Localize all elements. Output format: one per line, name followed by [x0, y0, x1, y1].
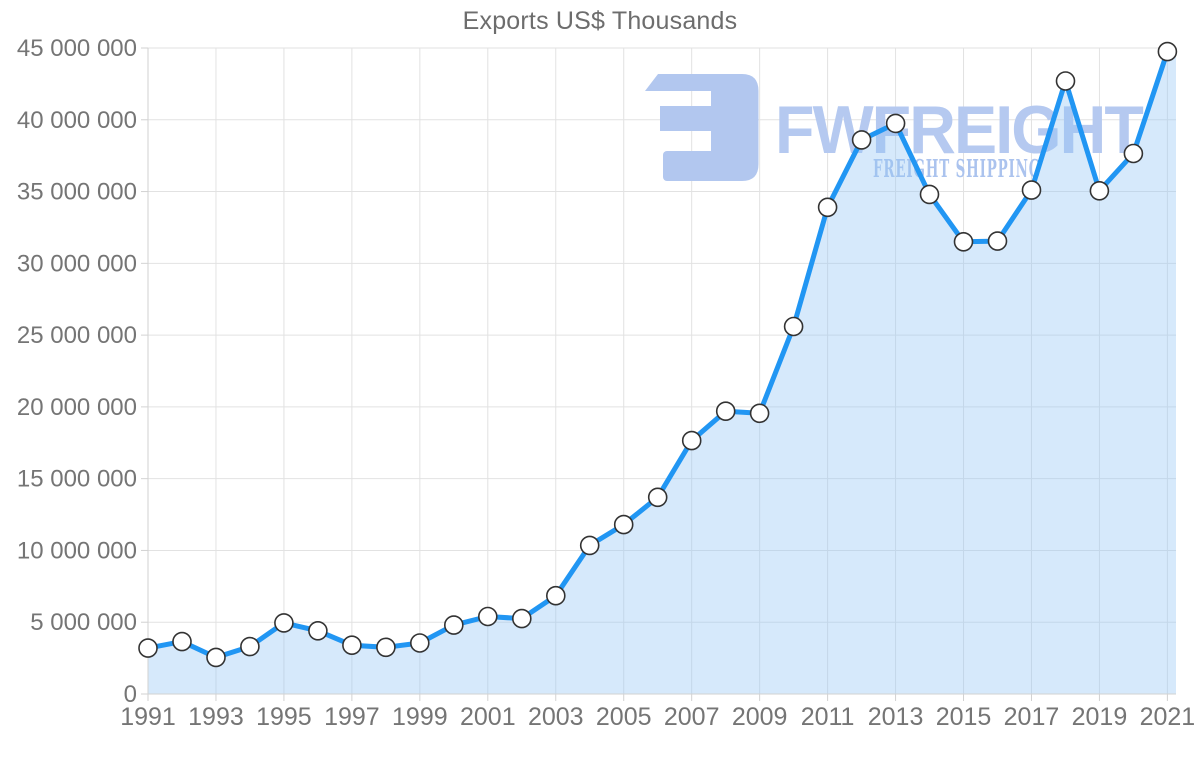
y-axis-label: 25 000 000	[17, 322, 137, 349]
x-axis-label: 2015	[936, 703, 992, 731]
x-axis-label: 2009	[732, 703, 788, 731]
x-axis-label: 1999	[392, 703, 448, 731]
y-axis-label: 40 000 000	[17, 107, 137, 134]
data-point-marker[interactable]	[783, 316, 804, 337]
data-point-marker[interactable]	[477, 606, 498, 627]
watermark-brand-text: FWFREIGHT	[775, 92, 1143, 168]
data-point-marker[interactable]	[1123, 143, 1144, 164]
logo-icon-shape	[660, 106, 715, 131]
data-point-marker[interactable]	[240, 636, 260, 657]
data-point-marker[interactable]	[749, 403, 770, 424]
data-point-marker[interactable]	[885, 113, 906, 134]
x-axis-label: 2007	[664, 703, 720, 731]
watermark-tagline-text: FREIGHT SHIPPING	[873, 154, 1041, 183]
data-point-marker[interactable]	[681, 430, 702, 451]
y-axis-label: 15 000 000	[17, 466, 137, 493]
x-axis-label: 2021	[1140, 703, 1196, 731]
data-point-marker[interactable]	[715, 401, 736, 422]
data-point-marker[interactable]	[851, 130, 872, 150]
data-point-marker[interactable]	[613, 514, 634, 535]
data-point-marker[interactable]	[172, 631, 192, 652]
logo-icon-shape	[663, 151, 719, 181]
data-point-marker[interactable]	[138, 638, 158, 658]
data-point-marker[interactable]	[443, 615, 464, 635]
y-axis-label: 45 000 000	[17, 35, 137, 62]
data-point-marker[interactable]	[919, 184, 940, 205]
chart-title: Exports US$ Thousands	[462, 7, 738, 35]
x-axis-label: 2011	[801, 703, 855, 731]
data-point-marker[interactable]	[579, 535, 600, 556]
y-axis-label: 20 000 000	[17, 394, 137, 421]
x-axis-label: 1991	[120, 703, 176, 731]
logo-icon-shape	[645, 74, 717, 91]
data-point-marker[interactable]	[1021, 180, 1042, 200]
logo-icon-shape	[711, 74, 759, 181]
x-axis-label: 2019	[1072, 703, 1128, 731]
series-area-fill	[148, 51, 1176, 695]
data-point-marker[interactable]	[953, 232, 974, 252]
x-axis-label: 1993	[188, 703, 244, 731]
data-point-marker[interactable]	[1157, 41, 1178, 62]
y-axis-label: 10 000 000	[17, 537, 137, 564]
x-axis-label: 2017	[1004, 703, 1060, 731]
x-axis-label: 1995	[256, 703, 312, 731]
data-point-marker[interactable]	[817, 197, 838, 218]
data-point-marker[interactable]	[511, 608, 532, 629]
data-point-marker[interactable]	[376, 637, 396, 658]
data-point-marker[interactable]	[308, 620, 328, 641]
x-axis-label: 2001	[460, 703, 516, 731]
data-point-marker[interactable]	[409, 633, 430, 653]
data-point-marker[interactable]	[1089, 181, 1110, 201]
y-axis-label: 5 000 000	[30, 609, 137, 636]
data-point-marker[interactable]	[545, 585, 566, 606]
data-point-marker[interactable]	[342, 635, 362, 656]
data-point-marker[interactable]	[1055, 71, 1076, 91]
x-axis-label: 1997	[324, 703, 380, 731]
data-point-marker[interactable]	[647, 487, 668, 508]
data-point-marker[interactable]	[274, 613, 294, 633]
data-point-marker[interactable]	[987, 231, 1008, 251]
x-axis-label: 2003	[528, 703, 584, 731]
y-axis-label: 35 000 000	[17, 179, 137, 206]
data-point-marker[interactable]	[206, 647, 226, 668]
x-axis-label: 2005	[596, 703, 652, 731]
fwfreight-logo-icon	[645, 74, 759, 181]
x-axis-label: 2013	[868, 703, 924, 731]
y-axis-label: 0	[124, 681, 137, 708]
y-axis-label: 30 000 000	[17, 250, 137, 277]
